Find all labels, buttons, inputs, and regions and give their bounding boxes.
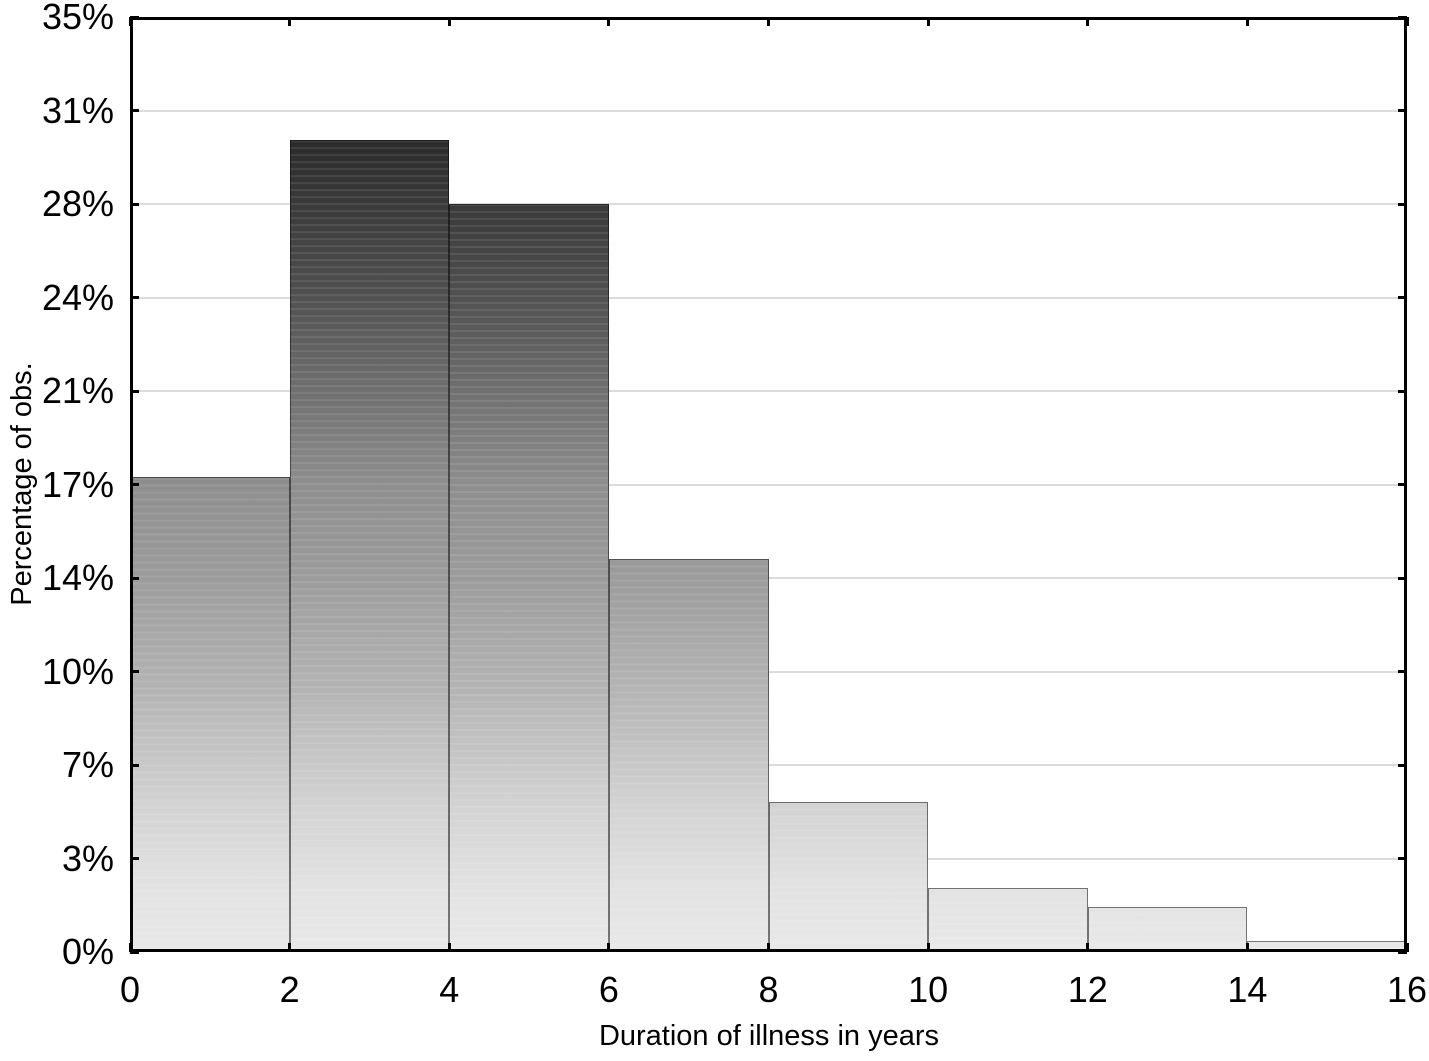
gridline bbox=[130, 670, 1407, 673]
gridline bbox=[130, 483, 1407, 486]
x-tick-label: 4 bbox=[439, 969, 460, 1010]
y-tick-label: 21% bbox=[41, 370, 114, 411]
histogram-bar bbox=[130, 476, 290, 952]
y-axis-tick bbox=[130, 483, 139, 486]
x-axis-tick bbox=[767, 17, 770, 26]
x-axis-tick bbox=[607, 943, 611, 952]
gridline bbox=[130, 577, 1407, 579]
x-axis-tick bbox=[926, 943, 930, 952]
y-tick-label: 14% bbox=[41, 557, 114, 598]
gridline bbox=[130, 764, 1407, 766]
x-axis-tick bbox=[607, 17, 611, 26]
x-axis-tick bbox=[1245, 17, 1249, 26]
gridline bbox=[130, 296, 1407, 299]
gridline bbox=[130, 390, 1407, 392]
x-axis-tick bbox=[288, 943, 292, 952]
y-tick-label: 31% bbox=[41, 89, 114, 131]
y-tick-label: 35% bbox=[41, 0, 114, 37]
x-axis-tick bbox=[288, 17, 292, 26]
y-tick-label: 10% bbox=[41, 650, 114, 692]
y-axis-tick bbox=[1398, 483, 1407, 486]
x-axis-tick bbox=[128, 17, 132, 26]
y-axis-tick bbox=[130, 202, 139, 206]
gridline bbox=[130, 109, 1407, 112]
x-tick-label: 2 bbox=[279, 969, 300, 1010]
y-axis-tick bbox=[1398, 670, 1407, 673]
x-tick-label: 6 bbox=[598, 969, 619, 1010]
x-tick-label: 0 bbox=[119, 969, 141, 1010]
x-tick-label: 10 bbox=[908, 969, 949, 1010]
x-axis-tick bbox=[128, 943, 132, 952]
histogram-bar bbox=[928, 887, 1088, 953]
histogram-bar bbox=[1087, 906, 1248, 953]
y-axis-tick bbox=[1398, 109, 1407, 112]
x-axis-tick bbox=[1245, 943, 1249, 952]
x-axis-tick bbox=[1086, 943, 1090, 952]
plot-area bbox=[128, 15, 1409, 954]
y-axis-tick bbox=[130, 763, 139, 767]
x-axis-tick bbox=[926, 17, 930, 26]
histogram-bar bbox=[1247, 941, 1407, 952]
histogram-bar bbox=[608, 559, 769, 952]
y-tick-label: 0% bbox=[61, 931, 114, 972]
histogram-bar bbox=[768, 802, 929, 952]
x-tick-label: 14 bbox=[1227, 969, 1268, 1010]
x-axis-tick bbox=[1405, 17, 1409, 26]
histogram-bar bbox=[289, 139, 450, 953]
gridline bbox=[130, 203, 1407, 205]
x-axis-tick bbox=[767, 943, 770, 952]
y-axis-tick bbox=[1398, 763, 1407, 767]
y-axis-tick bbox=[1398, 296, 1407, 299]
y-axis-tick bbox=[1398, 202, 1407, 206]
y-axis-tick bbox=[1398, 950, 1407, 954]
y-axis-tick bbox=[130, 296, 139, 299]
y-tick-label: 7% bbox=[61, 744, 114, 785]
y-tick-label: 24% bbox=[41, 276, 114, 318]
x-axis-tick bbox=[447, 943, 451, 952]
y-axis-tick bbox=[130, 389, 139, 393]
x-axis-tick bbox=[1086, 17, 1090, 26]
y-axis-tick bbox=[130, 109, 139, 112]
y-axis-tick bbox=[1398, 389, 1407, 393]
x-axis-title: Duration of illness in years bbox=[598, 1020, 940, 1052]
y-axis-tick bbox=[130, 670, 139, 673]
y-tick-label: 17% bbox=[41, 463, 114, 505]
x-tick-label: 8 bbox=[758, 969, 779, 1010]
x-axis-tick bbox=[447, 17, 451, 26]
y-axis-tick bbox=[1398, 576, 1407, 580]
histogram-bar bbox=[449, 204, 609, 952]
x-tick-label: 16 bbox=[1386, 969, 1428, 1010]
y-axis-tick bbox=[130, 857, 139, 860]
y-axis-tick bbox=[130, 576, 139, 580]
y-axis-tick bbox=[130, 950, 139, 954]
y-axis-tick bbox=[1398, 857, 1407, 860]
y-tick-label: 3% bbox=[61, 837, 114, 879]
y-tick-label: 28% bbox=[41, 183, 114, 224]
x-axis-tick bbox=[1405, 943, 1409, 952]
x-tick-label: 12 bbox=[1067, 969, 1108, 1010]
